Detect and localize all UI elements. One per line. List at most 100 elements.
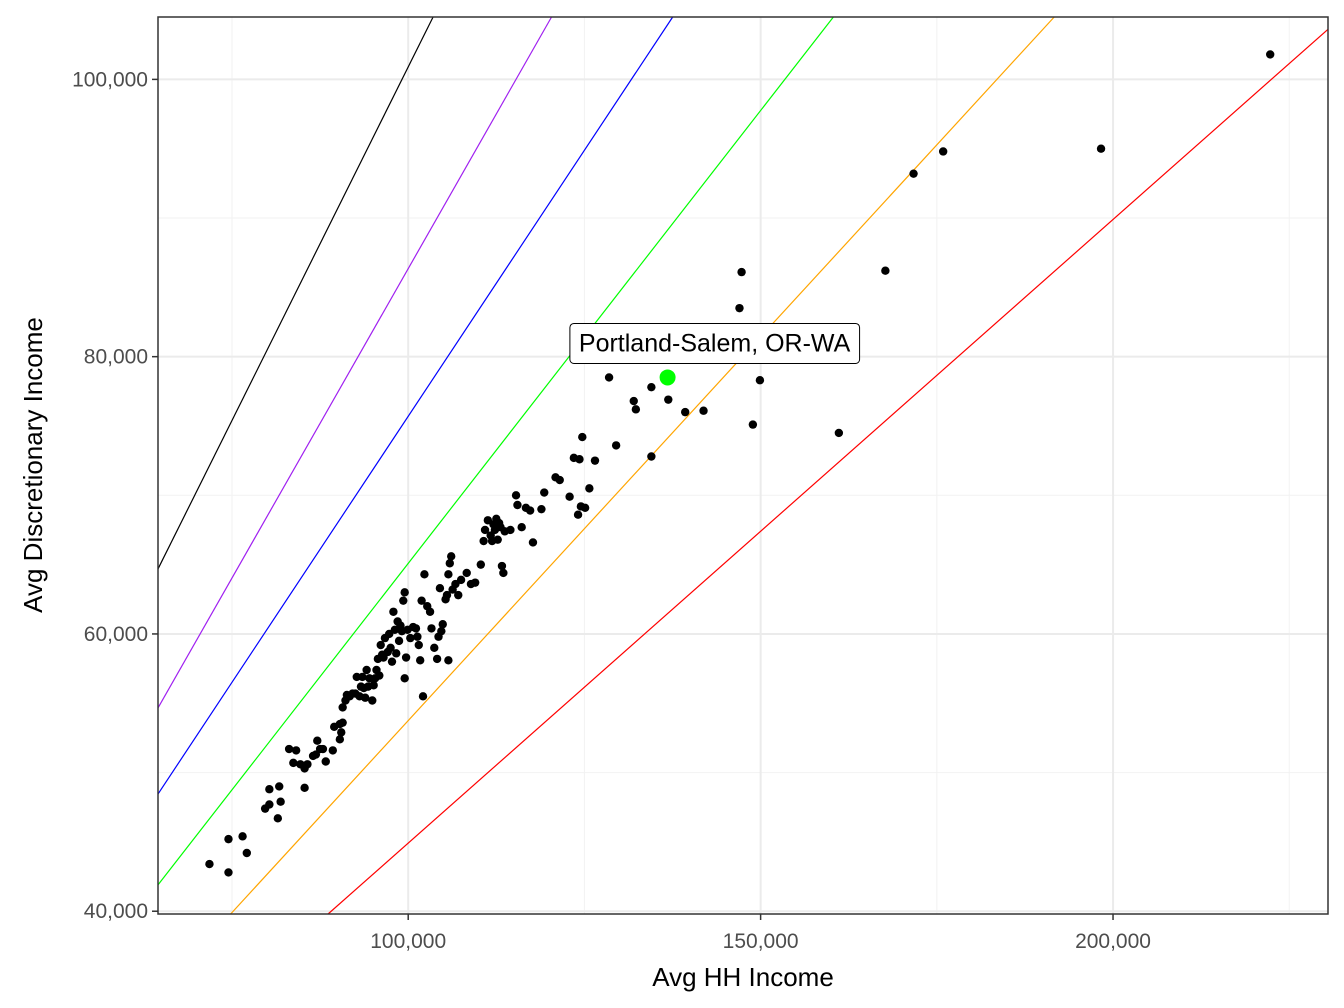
data-point <box>462 568 471 578</box>
y-axis-title: Avg Discretionary Income <box>18 317 48 613</box>
y-tick-label: 60,000 <box>84 623 148 646</box>
data-point <box>611 441 621 450</box>
data-point <box>242 848 252 858</box>
x-tick-label: 150,000 <box>723 930 799 953</box>
data-point <box>291 746 301 755</box>
data-point <box>604 373 614 382</box>
data-point <box>573 510 583 519</box>
x-axis-title: Avg HH Income <box>652 962 834 992</box>
reference-lines <box>157 16 1329 915</box>
data-point <box>909 169 918 178</box>
data-point <box>400 588 409 597</box>
data-point <box>511 491 521 500</box>
data-point <box>418 692 428 701</box>
data-point <box>435 583 445 593</box>
data-point <box>389 607 398 616</box>
purple-line <box>157 16 553 709</box>
data-point <box>456 575 466 585</box>
data-point <box>432 654 442 664</box>
data-point <box>386 643 395 653</box>
data-point <box>454 590 463 600</box>
data-point <box>337 728 346 737</box>
data-point <box>205 859 214 869</box>
data-point <box>369 681 378 690</box>
data-point <box>513 500 522 510</box>
red-line <box>327 28 1329 915</box>
data-point <box>438 620 447 629</box>
data-point <box>273 814 283 823</box>
data-point <box>430 643 439 653</box>
y-tick-label: 80,000 <box>84 346 148 369</box>
data-point <box>300 783 309 793</box>
data-point <box>445 559 454 568</box>
data-point <box>361 693 370 702</box>
data-point <box>321 757 330 766</box>
orange-line <box>230 16 1055 915</box>
data-point <box>664 395 673 404</box>
data-point <box>590 456 600 465</box>
data-point <box>394 636 404 646</box>
data-point <box>755 376 765 385</box>
data-point <box>313 736 322 745</box>
minor-gridlines <box>158 17 1328 914</box>
y-axis: 40,000 60,000 80,000 100,000 <box>72 68 158 923</box>
data-point <box>335 735 345 744</box>
data-point <box>480 525 490 535</box>
data-point <box>834 428 844 438</box>
plot-panel-background <box>158 17 1328 914</box>
data-point <box>411 624 421 633</box>
data-point <box>238 832 247 841</box>
data-point <box>735 303 744 313</box>
data-point <box>368 696 377 705</box>
data-point <box>387 657 397 666</box>
data-point <box>537 504 546 514</box>
data-point <box>375 671 384 680</box>
data-point <box>681 407 690 417</box>
data-point <box>881 266 890 275</box>
data-point <box>444 656 453 665</box>
data-point <box>265 800 274 809</box>
data-point <box>414 640 423 650</box>
highlight-group: Portland-Salem, OR-WA <box>569 322 861 386</box>
y-tick-label: 40,000 <box>84 900 148 923</box>
data-point <box>585 484 594 493</box>
data-point <box>631 405 641 414</box>
data-point <box>476 560 486 569</box>
data-point <box>737 267 746 277</box>
data-point <box>358 672 367 682</box>
data-point <box>442 590 452 600</box>
data-point <box>413 632 422 641</box>
data-point <box>318 744 328 754</box>
data-point <box>284 744 294 754</box>
data-point <box>400 674 409 683</box>
data-point <box>406 633 415 643</box>
data-point <box>555 475 564 485</box>
data-point <box>265 785 274 794</box>
data-point <box>376 640 385 650</box>
data-point <box>399 596 408 605</box>
data-point <box>401 653 411 662</box>
data-point <box>444 570 453 579</box>
data-point <box>392 649 401 658</box>
data-point <box>699 406 708 415</box>
data-point <box>275 782 284 791</box>
data-point <box>415 656 425 665</box>
data-point <box>629 396 638 406</box>
data-point <box>224 868 233 877</box>
data-point <box>528 538 538 547</box>
plot-panel-border <box>157 16 1329 915</box>
data-point <box>427 624 436 633</box>
data-point <box>575 455 584 464</box>
blue-line <box>157 16 674 795</box>
data-point <box>748 420 758 429</box>
data-point <box>425 607 435 616</box>
data-point <box>437 626 446 636</box>
data-point <box>417 596 426 605</box>
data-point <box>470 578 480 587</box>
data-point <box>1266 50 1275 59</box>
data-point <box>338 718 347 727</box>
data-point <box>338 703 347 712</box>
highlight-point <box>659 369 676 386</box>
data-point <box>493 535 502 544</box>
